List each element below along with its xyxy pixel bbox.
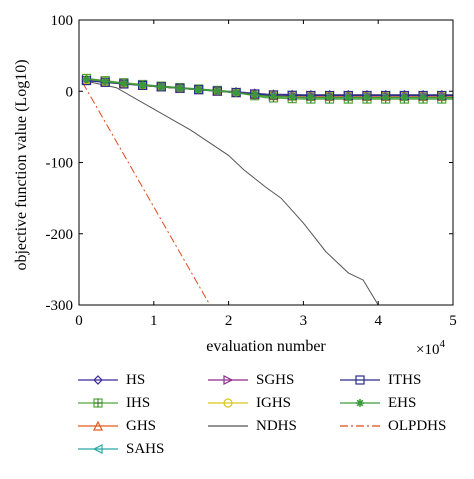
y-tick-label: -200 xyxy=(46,227,74,243)
y-axis-label: objective function value (Log10) xyxy=(13,59,30,270)
data-point-star xyxy=(213,87,222,96)
y-tick-label: -300 xyxy=(46,298,74,314)
legend-swatch-ehs xyxy=(340,399,380,407)
legend-label: EHS xyxy=(388,394,417,411)
legend-swatch-sghs xyxy=(208,375,248,385)
data-point-star xyxy=(381,93,390,102)
series-ehs xyxy=(82,75,453,102)
data-point-triangle-left xyxy=(92,444,103,454)
data-point-star xyxy=(306,93,315,102)
axes-layer: 0 1 2 3 4 5 100 0 -100 -200 -300 xyxy=(46,13,457,329)
x-tick-label: 1 xyxy=(150,313,158,329)
plot-frame xyxy=(78,19,454,306)
y-tick-label: 100 xyxy=(51,13,74,29)
data-point-star xyxy=(119,79,128,88)
data-point-star xyxy=(232,88,241,97)
data-point-diamond xyxy=(93,375,103,385)
data-point-star xyxy=(194,85,203,94)
legend-item-sghs: SGHS xyxy=(206,370,294,390)
data-point-star xyxy=(82,75,91,84)
x-multiplier-exponent: 4 xyxy=(439,338,445,350)
legend-label: IHS xyxy=(126,394,151,411)
series-line-olpdhs xyxy=(82,82,453,305)
y-tick-label: 0 xyxy=(66,84,74,100)
legend-item-ehs: EHS xyxy=(338,393,416,413)
data-point-circle xyxy=(223,398,233,408)
data-point-star xyxy=(250,90,259,99)
legend-swatch-olpdhs xyxy=(340,425,380,427)
legend-swatch-ighs xyxy=(208,398,248,408)
series-olpdhs xyxy=(82,82,453,305)
data-point-star xyxy=(101,77,110,86)
x-tick-label: 2 xyxy=(225,313,233,329)
x-tick-label: 3 xyxy=(300,313,308,329)
legend-item-ndhs: NDHS xyxy=(206,416,297,436)
legend-label: SGHS xyxy=(256,371,295,388)
data-point-star xyxy=(175,84,184,93)
x-tick-label: 0 xyxy=(75,313,83,329)
legend-item-ighs: IGHS xyxy=(206,393,291,413)
legend-item-ihs: IHS xyxy=(76,393,150,413)
chart-legend: HS IHS GHS SAHS SGHS IGHS NDHS ITHS EHS OLPDHS xyxy=(76,370,466,470)
data-point-triangle-right xyxy=(223,375,234,385)
data-point-star xyxy=(288,93,297,102)
legend-item-ghs: GHS xyxy=(76,416,156,436)
legend-label: HS xyxy=(126,371,146,388)
data-point-triangle-up xyxy=(93,420,103,431)
x-tick-label: 4 xyxy=(374,313,382,329)
data-point-star xyxy=(269,92,278,101)
x-multiplier-base: ×10 xyxy=(416,342,439,358)
legend-swatch-ndhs xyxy=(208,425,248,427)
legend-swatch-iths xyxy=(340,375,380,385)
x-axis-multiplier: ×104 xyxy=(416,338,445,358)
series-ndhs xyxy=(86,80,453,305)
data-point-star xyxy=(325,93,334,102)
data-point-star xyxy=(157,82,166,91)
series-line-ndhs xyxy=(86,80,453,305)
legend-item-iths: ITHS xyxy=(338,370,421,390)
data-point-star xyxy=(400,93,409,102)
legend-label: ITHS xyxy=(388,371,422,388)
legend-label: GHS xyxy=(126,417,157,434)
legend-swatch-hs xyxy=(78,375,118,385)
x-tick-label: 5 xyxy=(449,313,457,329)
data-point-star xyxy=(362,93,371,102)
data-point-star xyxy=(356,399,364,407)
legend-item-hs: HS xyxy=(76,370,145,390)
x-axis-label: evaluation number xyxy=(206,338,326,355)
data-point-star xyxy=(344,93,353,102)
legend-label: NDHS xyxy=(256,417,297,434)
legend-swatch-ihs xyxy=(78,398,118,408)
data-point-star xyxy=(419,93,428,102)
legend-swatch-sahs xyxy=(78,444,118,454)
legend-label: SAHS xyxy=(126,440,165,457)
data-point-star xyxy=(437,93,446,102)
legend-label: IGHS xyxy=(256,394,292,411)
data-point-plus-cross xyxy=(94,399,102,407)
legend-label: OLPDHS xyxy=(388,417,447,434)
y-tick-label: -100 xyxy=(46,156,74,172)
legend-item-olpdhs: OLPDHS xyxy=(338,416,446,436)
legend-swatch-ghs xyxy=(78,420,118,431)
data-point-square xyxy=(355,375,365,385)
data-point-star xyxy=(138,81,147,90)
legend-item-sahs: SAHS xyxy=(76,439,164,459)
series-layer xyxy=(81,73,453,305)
